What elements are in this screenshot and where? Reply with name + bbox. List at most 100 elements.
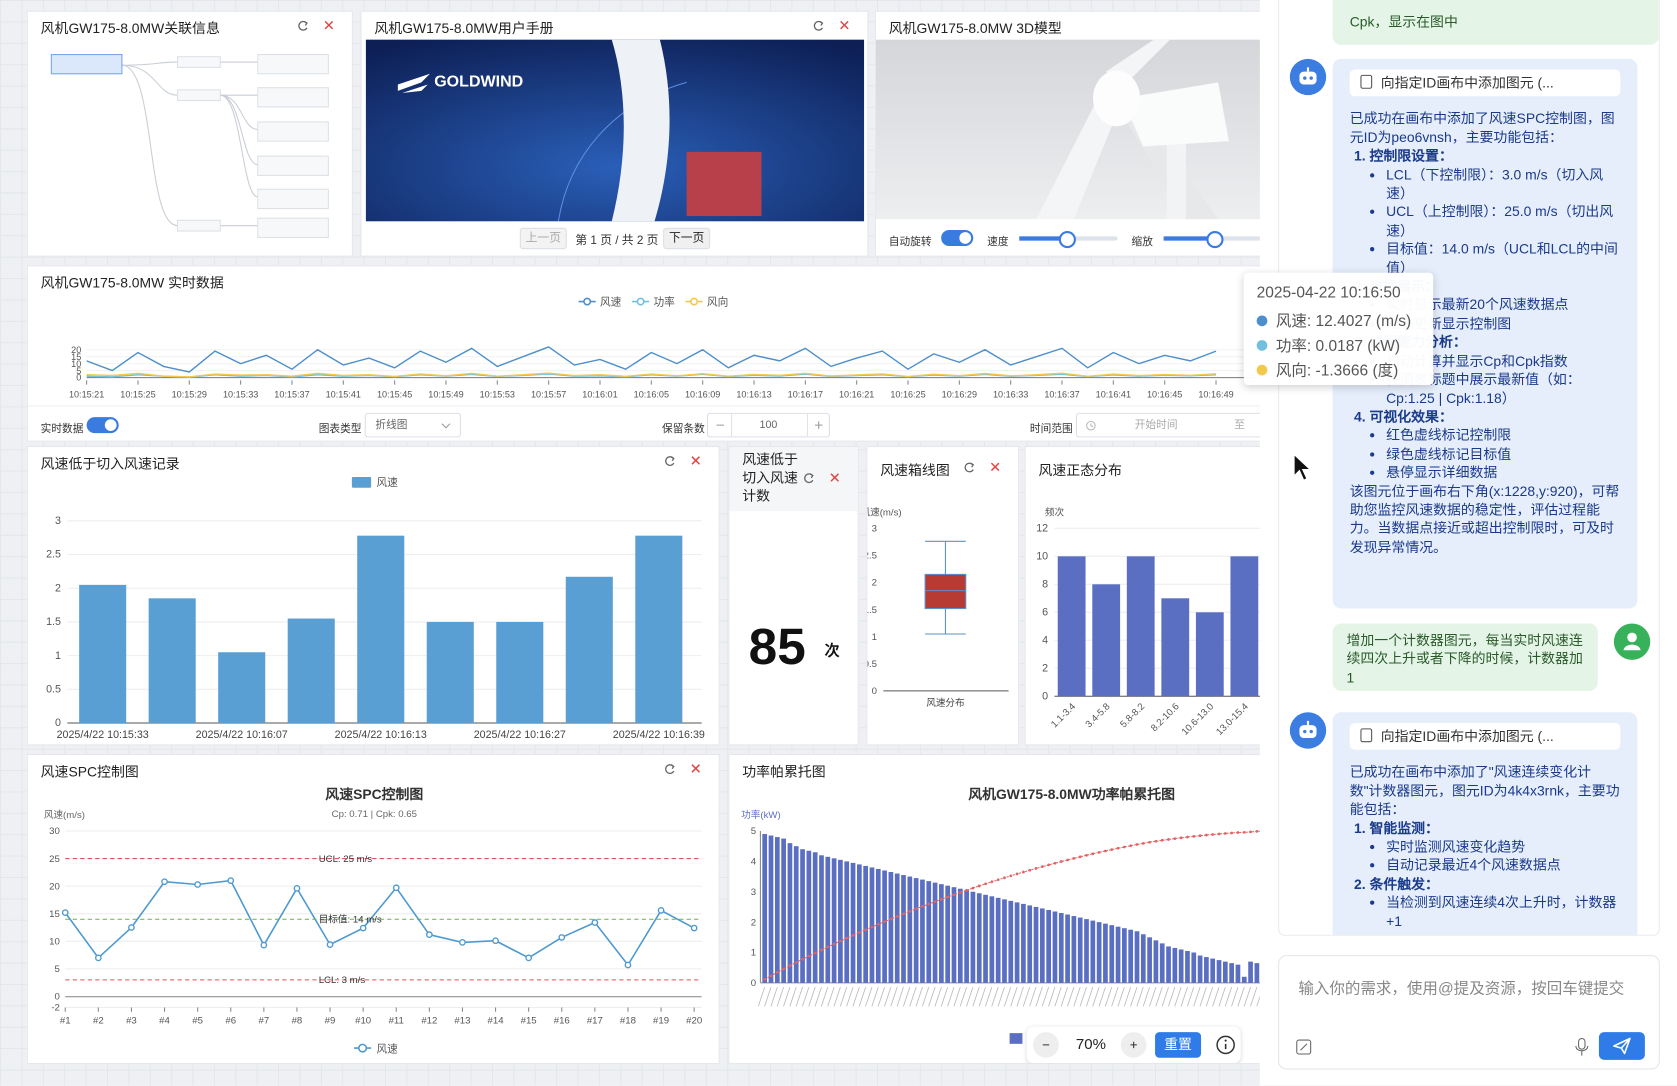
bar: [1096, 922, 1102, 983]
x-tick: [884, 987, 892, 1007]
refresh-icon[interactable]: [298, 20, 308, 31]
refresh-icon[interactable]: [665, 764, 675, 774]
next-button[interactable]: 下一页: [663, 227, 711, 250]
panel-title: 风速箱线图: [880, 462, 950, 479]
panel-icons: [663, 761, 710, 781]
refresh-icon[interactable]: [665, 456, 675, 466]
x-tick-label: #3: [126, 1016, 137, 1027]
y-tick-label: 2: [1042, 662, 1048, 674]
user-message: Cpk，显示在图中: [1332, 0, 1659, 45]
panel-title: 风速低于切入风速记录: [40, 455, 180, 472]
panel-actions: [665, 764, 700, 774]
bar: [1191, 952, 1197, 983]
zoom-slider[interactable]: [1163, 231, 1263, 249]
x-tick: [770, 987, 778, 1007]
x-tick-label: 10:15:49: [428, 389, 463, 399]
close-icon[interactable]: [840, 20, 849, 30]
prev-button[interactable]: 上一页: [519, 227, 567, 250]
x-tick: [776, 987, 785, 1007]
chat-input[interactable]: 输入你的需求，使用@提及资源，按回车键提交: [1278, 955, 1660, 1070]
panel-icons: [296, 18, 343, 38]
root-node[interactable]: [50, 54, 123, 75]
bar: [1161, 598, 1190, 697]
pareto-panel: 功率帕累托图 风机GW175-8.0MW功率帕累托图 功率(kW) 0 1 2 3 4 5 7…: [728, 753, 1271, 1065]
legend-marker: [690, 297, 699, 306]
close-icon[interactable]: [691, 764, 700, 773]
cumulative-point: [1217, 832, 1221, 836]
close-icon[interactable]: [830, 473, 840, 482]
bar: [287, 618, 335, 723]
manual-panel: 风机GW175-8.0MW用户手册 GOLDWIND 上一页 第 1 页 / 共…: [360, 10, 869, 257]
zoom-toolbar: 70% 重置: [1026, 1026, 1241, 1064]
close-icon[interactable]: [691, 456, 700, 465]
panel-title: 风速低于切入风速计数: [742, 451, 798, 504]
zoom-in[interactable]: [1120, 1032, 1147, 1058]
y-tick-label: 0: [1042, 690, 1048, 702]
x-tick: [915, 987, 923, 1007]
bar: [945, 885, 951, 983]
start-placeholder: 开始时间: [1134, 419, 1178, 432]
slider-knob[interactable]: [1206, 231, 1224, 249]
speed-slider[interactable]: [1019, 231, 1118, 249]
model-view: [875, 39, 1261, 220]
y-tick-label: 2.5: [867, 551, 877, 562]
info-icon[interactable]: [1215, 1034, 1236, 1055]
x-tick: [953, 987, 961, 1007]
mic-icon[interactable]: [1574, 1037, 1589, 1056]
caret: [441, 423, 451, 429]
x-tick: [877, 987, 885, 1007]
x-tick-label: #17: [587, 1016, 603, 1027]
x-tick: [1136, 987, 1144, 1007]
user-message: 增加一个计数器图元，每当实时风速连续四次上升或者下降的时候，计数器加1: [1332, 623, 1598, 691]
section: 2. 条件触发：当检测到风速连续4次上升时，计数器+1: [1350, 875, 1621, 931]
x-tick: [909, 987, 917, 1007]
send-button[interactable]: [1598, 1032, 1645, 1060]
bar: [1122, 928, 1127, 983]
section-item: 红色虚线标记控制限: [1386, 426, 1620, 445]
keep-input[interactable]: 100: [706, 412, 830, 438]
y-tick-label: 10: [49, 937, 60, 948]
bar: [926, 881, 932, 983]
point: [657, 907, 665, 914]
x-tick: [1048, 987, 1056, 1007]
attach-icon[interactable]: [1295, 1038, 1312, 1055]
bar: [1052, 911, 1058, 983]
legend-marker: [358, 1043, 368, 1053]
auto-rotate-toggle[interactable]: [941, 229, 974, 246]
x-tick-label: #16: [554, 1016, 570, 1027]
close-icon[interactable]: [990, 462, 1000, 472]
bar: [1084, 919, 1089, 983]
section-item: 当检测到风速连续4次上升时，计数器+1: [1386, 893, 1620, 930]
y-tick-label: 10: [1036, 551, 1048, 563]
x-tick: [1060, 987, 1068, 1007]
panel-actions: [813, 20, 849, 31]
panel-icons: [812, 18, 859, 38]
chart-type-select[interactable]: 折线图: [364, 412, 461, 438]
point: [227, 877, 235, 885]
section-item: 悬停显示详细数据: [1386, 463, 1620, 482]
zoom-out[interactable]: [1033, 1032, 1059, 1058]
logo-mark: [397, 73, 430, 94]
reset-button[interactable]: 重置: [1155, 1032, 1202, 1058]
refresh-icon[interactable]: [813, 20, 824, 31]
x-tick: [846, 987, 854, 1007]
close-icon[interactable]: [324, 20, 334, 30]
panel-actions: [964, 462, 1000, 473]
bar: [863, 865, 869, 983]
range-picker[interactable]: 开始时间 至: [1075, 412, 1270, 438]
bar: [1103, 923, 1108, 983]
x-tick: [795, 987, 803, 1007]
refresh-icon[interactable]: [804, 473, 814, 484]
section-heading: 1. 智能监测：: [1353, 819, 1439, 836]
cumulative-line: [764, 830, 1261, 980]
keep-value: 100: [759, 419, 778, 432]
refresh-icon[interactable]: [964, 462, 975, 473]
series-line: [86, 346, 1217, 373]
y-tick-label: 2: [55, 582, 61, 594]
realtime-toggle[interactable]: [86, 417, 119, 434]
y-tick-label: 1: [751, 948, 756, 959]
bar: [218, 652, 266, 723]
x-tick-label: 2025/4/22 10:15:33: [57, 729, 149, 741]
slider-knob[interactable]: [1058, 231, 1076, 249]
bar: [976, 893, 982, 983]
